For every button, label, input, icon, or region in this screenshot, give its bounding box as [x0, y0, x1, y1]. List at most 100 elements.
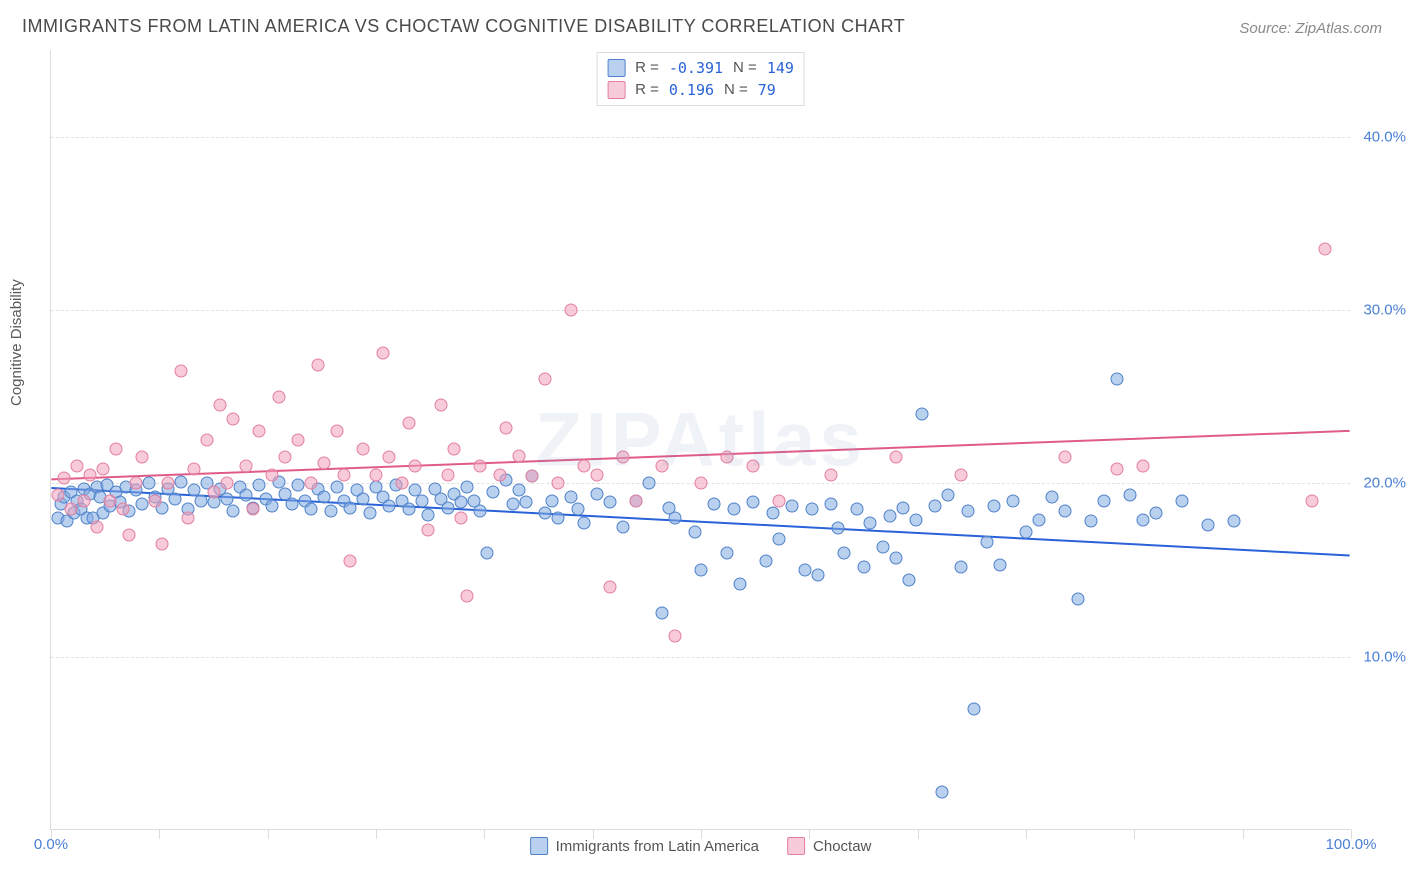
- scatter-point: [435, 399, 448, 412]
- y-tick-label: 40.0%: [1356, 128, 1406, 145]
- scatter-point: [1111, 373, 1124, 386]
- scatter-point: [831, 522, 844, 535]
- scatter-point: [604, 496, 617, 509]
- scatter-point: [747, 460, 760, 473]
- scatter-point: [786, 499, 799, 512]
- scatter-point: [1306, 494, 1319, 507]
- scatter-point: [376, 347, 389, 360]
- scatter-point: [1202, 518, 1215, 531]
- scatter-point: [916, 408, 929, 421]
- scatter-point: [461, 480, 474, 493]
- scatter-point: [552, 512, 565, 525]
- scatter-point: [357, 492, 370, 505]
- scatter-point: [727, 503, 740, 516]
- scatter-point: [591, 468, 604, 481]
- scatter-point: [305, 503, 318, 516]
- gridline-h: [51, 137, 1350, 138]
- scatter-point: [454, 512, 467, 525]
- scatter-point: [1137, 513, 1150, 526]
- scatter-point: [64, 503, 77, 516]
- scatter-point: [175, 475, 188, 488]
- plot-area: ZIPAtlas R =-0.391N = 149R = 0.196N = 79…: [50, 50, 1350, 830]
- chart-title: IMMIGRANTS FROM LATIN AMERICA VS CHOCTAW…: [22, 16, 905, 37]
- scatter-point: [656, 460, 669, 473]
- x-tick: [593, 829, 594, 839]
- legend-series-name: Immigrants from Latin America: [556, 838, 759, 855]
- source-value: ZipAtlas.com: [1295, 20, 1382, 37]
- scatter-point: [656, 607, 669, 620]
- scatter-point: [149, 494, 162, 507]
- scatter-point: [116, 503, 129, 516]
- scatter-point: [545, 494, 558, 507]
- legend-r-value: -0.391: [669, 57, 723, 79]
- scatter-point: [695, 564, 708, 577]
- scatter-point: [838, 546, 851, 559]
- legend-series: Immigrants from Latin America Choctaw: [530, 837, 872, 855]
- legend-item: Immigrants from Latin America: [530, 837, 759, 855]
- scatter-point: [474, 460, 487, 473]
- scatter-point: [539, 506, 552, 519]
- scatter-point: [1007, 494, 1020, 507]
- scatter-point: [630, 494, 643, 507]
- scatter-point: [97, 463, 110, 476]
- y-tick-label: 30.0%: [1356, 302, 1406, 319]
- x-tick: [268, 829, 269, 839]
- scatter-point: [227, 413, 240, 426]
- scatter-point: [441, 468, 454, 481]
- scatter-point: [344, 501, 357, 514]
- scatter-point: [1137, 460, 1150, 473]
- scatter-point: [266, 468, 279, 481]
- scatter-point: [591, 487, 604, 500]
- legend-n-value: 149: [767, 57, 794, 79]
- scatter-point: [337, 468, 350, 481]
- gridline-h: [51, 310, 1350, 311]
- scatter-point: [344, 555, 357, 568]
- scatter-point: [201, 434, 214, 447]
- legend-n-value: 79: [758, 79, 776, 101]
- legend-swatch: [607, 81, 625, 99]
- scatter-point: [1124, 489, 1137, 502]
- scatter-point: [415, 494, 428, 507]
- scatter-point: [825, 468, 838, 481]
- legend-n-label: N =: [733, 57, 757, 79]
- scatter-point: [292, 479, 305, 492]
- scatter-point: [266, 499, 279, 512]
- scatter-point: [454, 496, 467, 509]
- scatter-point: [987, 499, 1000, 512]
- scatter-point: [500, 421, 513, 434]
- scatter-point: [506, 498, 519, 511]
- scatter-point: [669, 512, 682, 525]
- scatter-point: [773, 494, 786, 507]
- legend-n-label: N =: [724, 79, 748, 101]
- scatter-point: [825, 498, 838, 511]
- x-tick: [701, 829, 702, 839]
- scatter-point: [175, 364, 188, 377]
- legend-item: Choctaw: [787, 837, 871, 855]
- scatter-point: [721, 451, 734, 464]
- scatter-point: [77, 494, 90, 507]
- scatter-point: [370, 468, 383, 481]
- scatter-point: [981, 536, 994, 549]
- scatter-point: [493, 468, 506, 481]
- x-tick: [1026, 829, 1027, 839]
- scatter-point: [571, 503, 584, 516]
- scatter-point: [188, 463, 201, 476]
- scatter-point: [883, 510, 896, 523]
- scatter-point: [513, 449, 526, 462]
- scatter-point: [1085, 515, 1098, 528]
- legend-r-label: R =: [635, 57, 659, 79]
- scatter-point: [181, 512, 194, 525]
- scatter-point: [409, 460, 422, 473]
- gridline-h: [51, 657, 1350, 658]
- scatter-point: [480, 546, 493, 559]
- legend-swatch: [787, 837, 805, 855]
- x-tick: [376, 829, 377, 839]
- scatter-point: [51, 489, 64, 502]
- scatter-point: [766, 506, 779, 519]
- scatter-point: [227, 505, 240, 518]
- scatter-point: [604, 581, 617, 594]
- scatter-point: [955, 560, 968, 573]
- x-tick: [1243, 829, 1244, 839]
- x-tick: [918, 829, 919, 839]
- scatter-point: [1059, 505, 1072, 518]
